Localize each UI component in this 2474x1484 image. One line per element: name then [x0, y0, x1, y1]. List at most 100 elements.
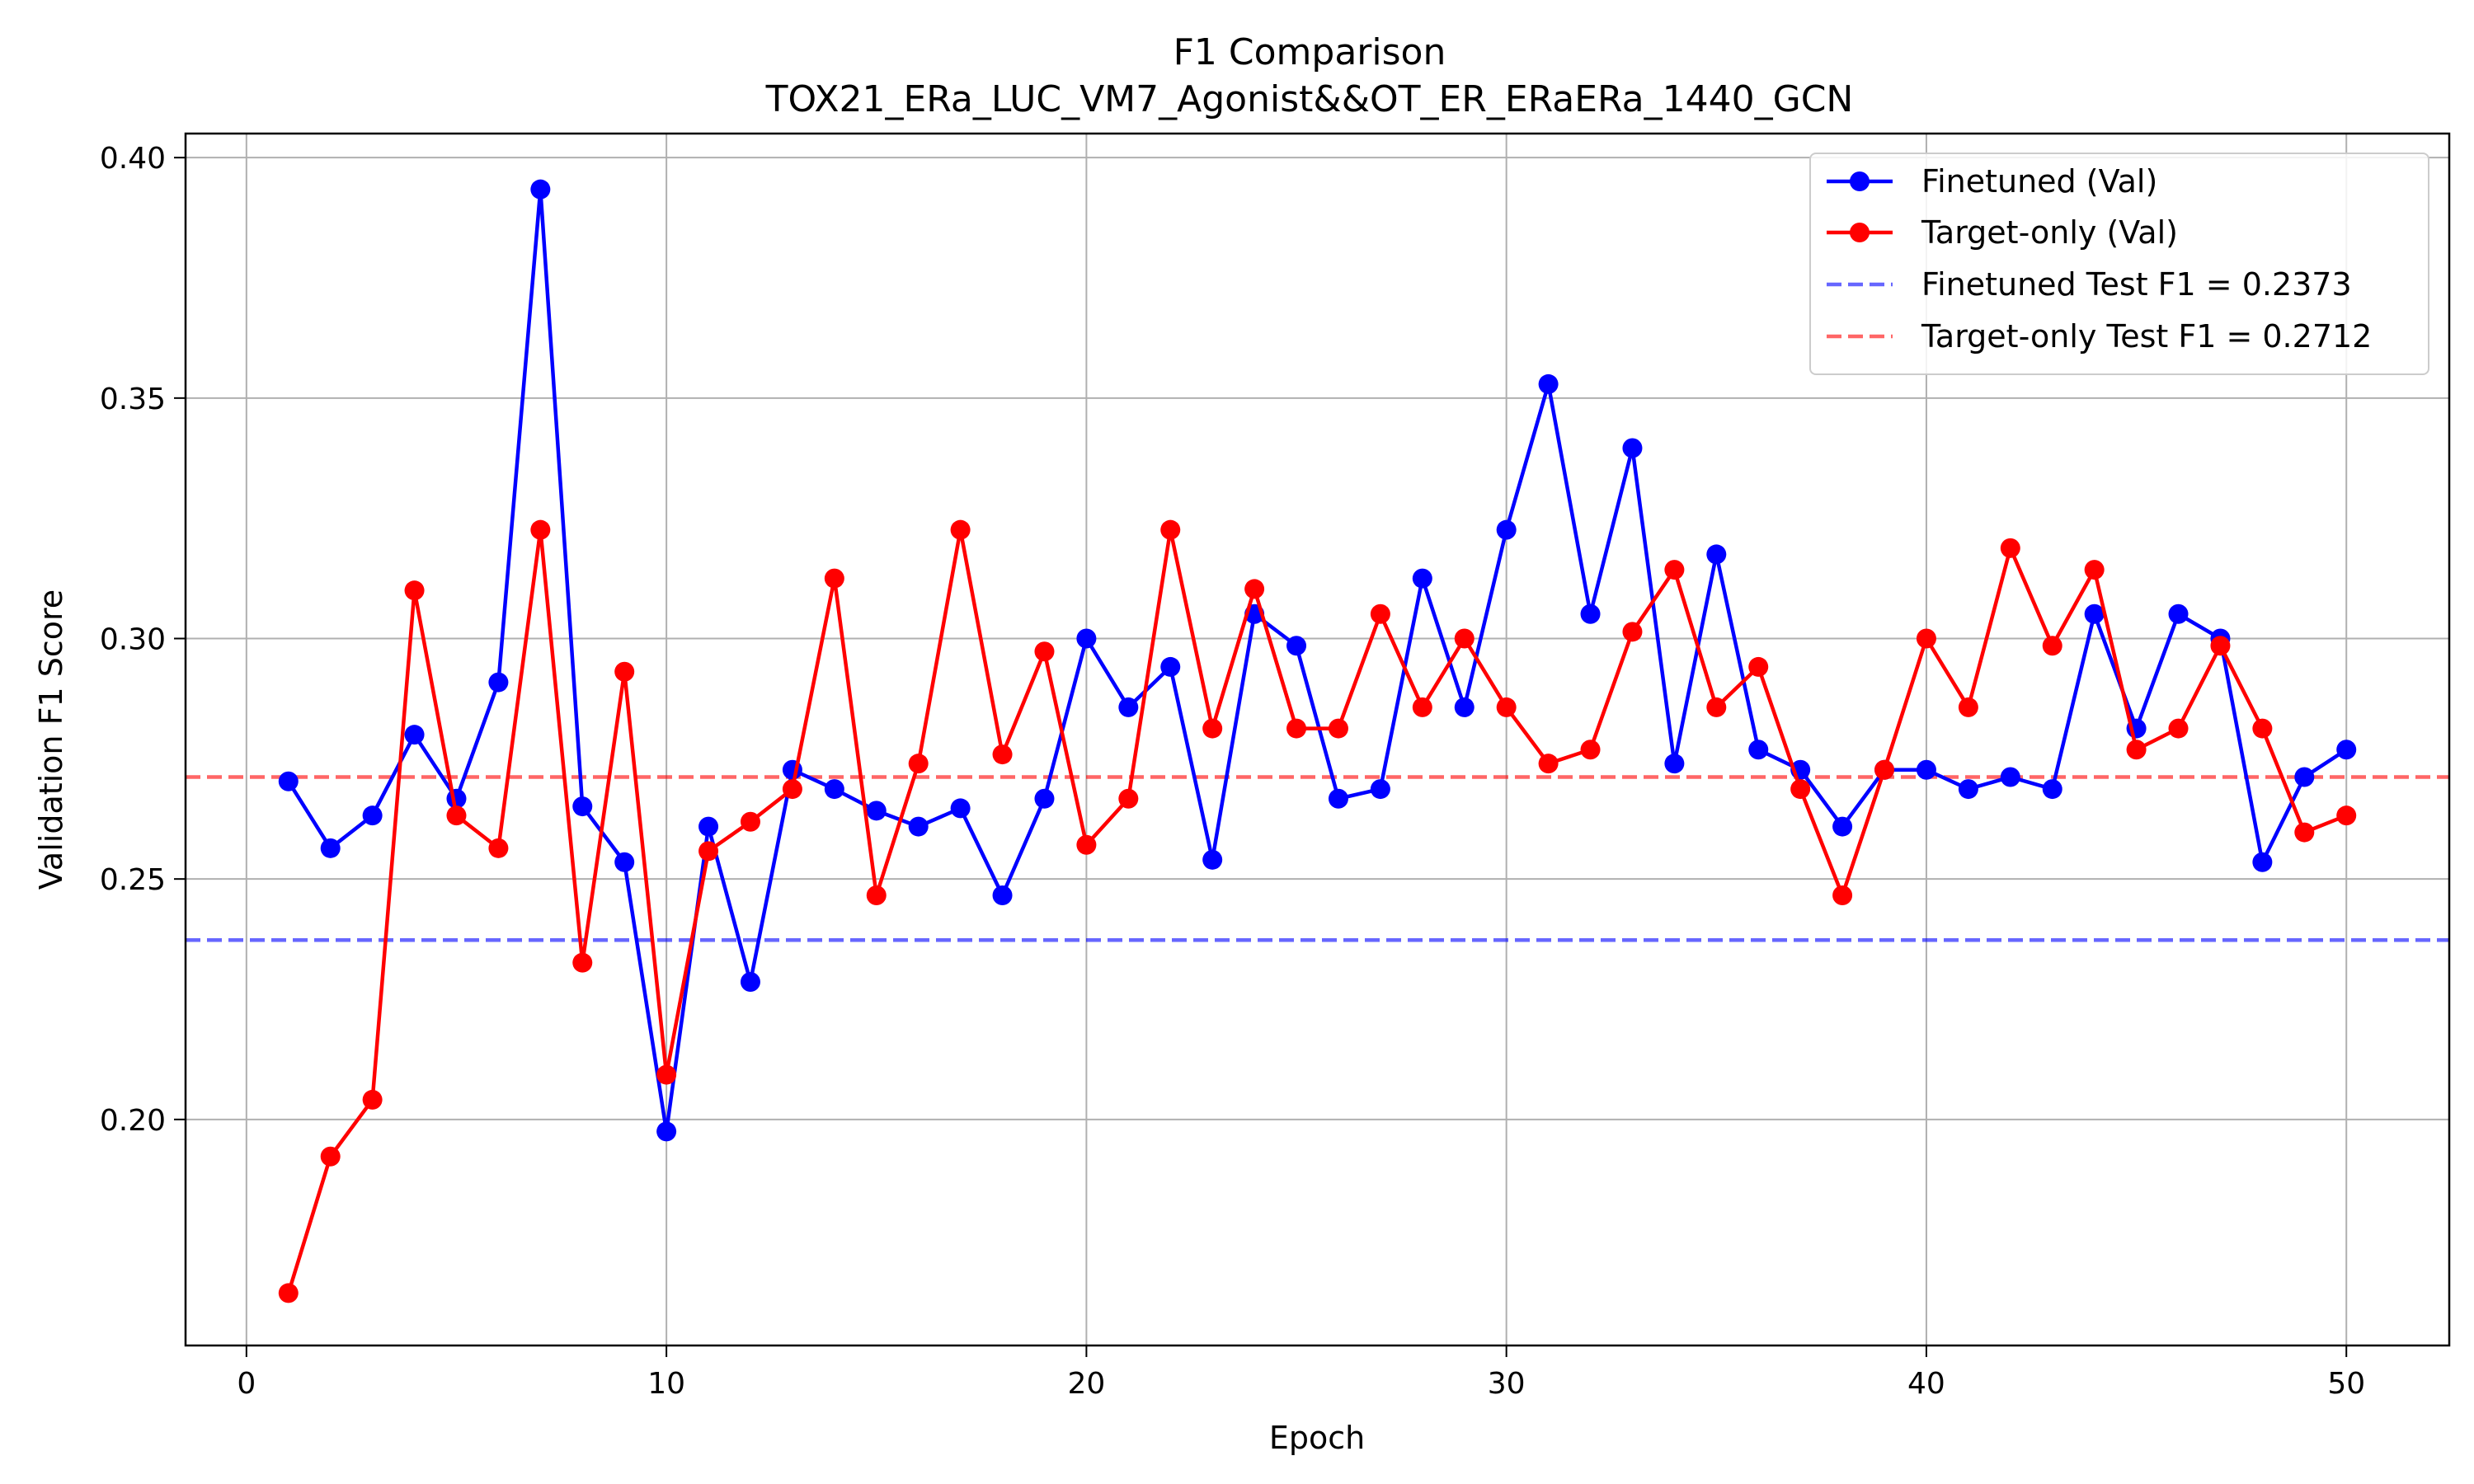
data-point	[1160, 519, 1181, 540]
data-point	[1538, 754, 1559, 774]
data-point	[614, 852, 635, 872]
y-tick-label: 0.30	[100, 623, 166, 657]
data-point	[1328, 788, 1348, 809]
data-point	[1580, 603, 1601, 624]
data-point	[1832, 885, 1853, 905]
data-point	[2252, 718, 2273, 739]
data-point	[2084, 560, 2105, 580]
data-point	[1202, 718, 1223, 739]
series-layer	[278, 179, 2357, 1303]
data-point	[992, 885, 1013, 905]
data-point	[1538, 373, 1559, 394]
chart-subtitle: TOX21_ERa_LUC_VM7_Agonist&&OT_ER_ERaERa_…	[765, 78, 1854, 120]
data-point	[1118, 788, 1139, 809]
data-point	[1454, 697, 1475, 717]
data-point	[1958, 697, 1978, 717]
data-point	[1916, 759, 1936, 780]
y-tick-label: 0.20	[100, 1104, 166, 1138]
data-point	[698, 816, 719, 837]
data-point	[2126, 740, 2147, 760]
data-point	[446, 805, 467, 826]
data-point	[1244, 579, 1265, 599]
data-point	[2210, 636, 2231, 656]
data-point	[1412, 568, 1432, 589]
data-point	[2042, 779, 2062, 800]
data-point	[824, 779, 844, 800]
data-point	[908, 816, 929, 837]
data-point	[1370, 603, 1390, 624]
data-point	[530, 179, 551, 200]
data-point	[1160, 656, 1181, 677]
legend: Finetuned (Val) Target-only (Val) Finetune…	[1809, 153, 2429, 375]
data-point	[2294, 822, 2315, 843]
data-point	[1790, 779, 1811, 800]
data-point	[278, 1283, 299, 1303]
data-point	[2336, 740, 2357, 760]
data-point	[1328, 718, 1348, 739]
legend-label: Target-only Test F1 = 0.2712	[1921, 318, 2372, 355]
x-tick-label: 10	[647, 1367, 685, 1401]
data-point	[866, 801, 887, 821]
data-point	[950, 798, 971, 819]
x-tick-label: 20	[1067, 1367, 1105, 1401]
data-point	[1916, 628, 1936, 649]
data-point	[2252, 852, 2273, 872]
data-point	[950, 519, 971, 540]
series-group	[278, 519, 2357, 1303]
data-point	[782, 779, 802, 800]
data-point	[1622, 622, 1643, 642]
data-point	[866, 885, 887, 905]
data-point	[320, 838, 341, 858]
data-point	[1706, 697, 1727, 717]
data-point	[1286, 718, 1307, 739]
data-point	[572, 796, 593, 817]
y-tick-label: 0.40	[100, 142, 166, 176]
data-point	[1664, 754, 1685, 774]
data-point	[1076, 628, 1097, 649]
data-point	[740, 811, 760, 832]
x-tick-label: 40	[1907, 1367, 1945, 1401]
legend-marker	[1850, 171, 1870, 191]
data-point	[614, 661, 635, 682]
data-point	[1832, 816, 1853, 837]
data-point	[2168, 718, 2189, 739]
y-axis-label: Validation F1 Score	[33, 589, 69, 890]
legend-label: Target-only (Val)	[1921, 214, 2178, 251]
data-point	[2084, 603, 2105, 624]
data-point	[2336, 805, 2357, 826]
data-point	[1370, 779, 1390, 800]
data-point	[572, 952, 593, 973]
data-point	[1664, 560, 1685, 580]
data-point	[404, 725, 425, 745]
data-point	[740, 972, 760, 992]
data-point	[488, 672, 509, 693]
data-point	[362, 805, 383, 826]
data-point	[488, 838, 509, 858]
x-axis-label: Epoch	[1269, 1420, 1365, 1456]
data-point	[1034, 641, 1055, 662]
data-point	[1496, 697, 1517, 717]
data-point	[656, 1121, 677, 1142]
data-point	[1748, 740, 1769, 760]
data-point	[1076, 834, 1097, 855]
data-point	[2000, 538, 2020, 558]
series-line	[286, 528, 2348, 1294]
data-point	[1874, 759, 1895, 780]
y-tick-label: 0.25	[100, 863, 166, 897]
legend-frame	[1809, 153, 2429, 375]
data-point	[2000, 767, 2020, 787]
data-point	[2294, 767, 2315, 787]
data-point	[1034, 788, 1055, 809]
legend-marker	[1850, 223, 1870, 242]
data-point	[1958, 779, 1978, 800]
data-point	[698, 841, 719, 862]
data-point	[2168, 603, 2189, 624]
data-point	[362, 1089, 383, 1110]
data-point	[908, 754, 929, 774]
data-point	[2042, 636, 2062, 656]
data-point	[656, 1064, 677, 1085]
data-point	[824, 568, 844, 589]
axis-ticks: 0 10 20 30 40 50 0.20 0.25 0.30 0.35 0.40	[100, 142, 2365, 1401]
data-point	[1286, 636, 1307, 656]
